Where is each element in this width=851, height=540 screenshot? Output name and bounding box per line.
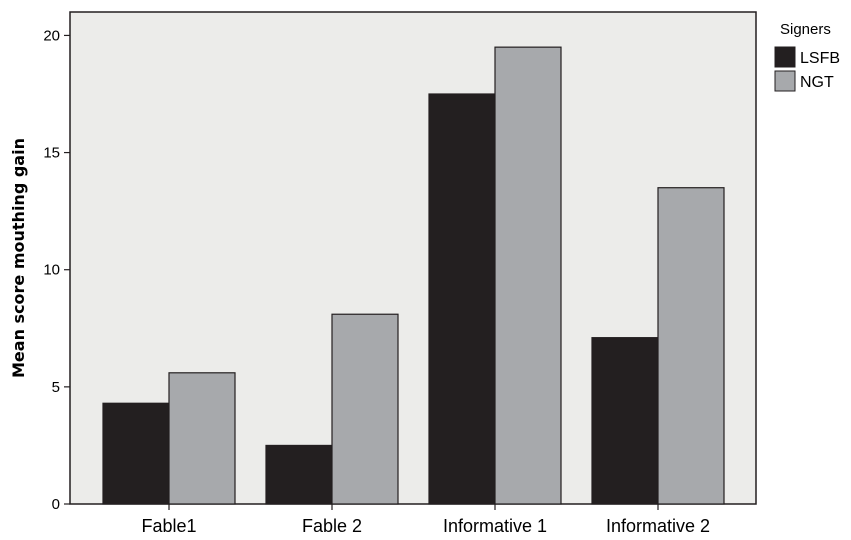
bar-lsfb-4 xyxy=(591,337,659,505)
y-tick-label: 20 xyxy=(43,27,60,44)
bar-ngt-2 xyxy=(331,313,399,505)
bar-lsfb-1 xyxy=(102,402,170,505)
bars xyxy=(102,46,725,505)
y-tick-label: 10 xyxy=(43,262,60,279)
legend-label-ngt: NGT xyxy=(800,74,834,91)
legend-swatch-ngt xyxy=(774,70,796,92)
y-tick-label: 5 xyxy=(52,379,60,396)
y-tick-label: 15 xyxy=(43,145,60,162)
x-tick-label: Fable 2 xyxy=(302,516,362,536)
bar-lsfb-3 xyxy=(428,93,496,505)
legend-title: Signers xyxy=(780,21,831,38)
x-tick-label: Informative 1 xyxy=(443,516,547,536)
legend-label-lsfb: LSFB xyxy=(800,50,840,67)
x-tick-label: Fable1 xyxy=(141,516,196,536)
x-tick-label: Informative 2 xyxy=(606,516,710,536)
bar-ngt-1 xyxy=(168,372,236,505)
bar-ngt-4 xyxy=(657,187,725,505)
legend: Signers LSFB NGT xyxy=(774,21,840,92)
y-axis: 0 5 10 15 20 xyxy=(43,27,70,513)
bar-lsfb-2 xyxy=(265,444,333,505)
legend-swatch-lsfb xyxy=(774,46,796,68)
y-tick-label: 0 xyxy=(52,496,60,513)
bar-ngt-3 xyxy=(494,46,562,505)
y-axis-title: Mean score mouthing gain xyxy=(9,138,28,378)
x-axis: Fable1 Fable 2 Informative 1 Informative 2 xyxy=(141,504,710,536)
